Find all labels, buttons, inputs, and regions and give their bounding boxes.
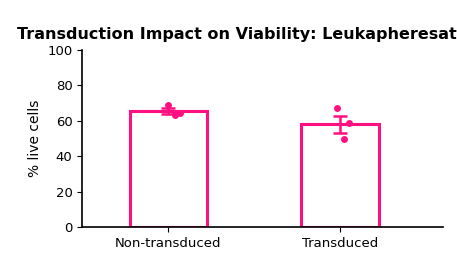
Point bbox=[333, 106, 340, 111]
Point bbox=[171, 112, 179, 117]
Bar bbox=[302, 124, 379, 227]
Text: Transduction Impact on Viability: Leukapheresate: Transduction Impact on Viability: Leukap… bbox=[17, 27, 457, 42]
Point bbox=[345, 120, 352, 125]
Point bbox=[340, 136, 347, 141]
Y-axis label: % live cells: % live cells bbox=[28, 100, 42, 177]
Point bbox=[176, 111, 184, 115]
Bar bbox=[129, 111, 207, 227]
Point bbox=[165, 102, 172, 107]
